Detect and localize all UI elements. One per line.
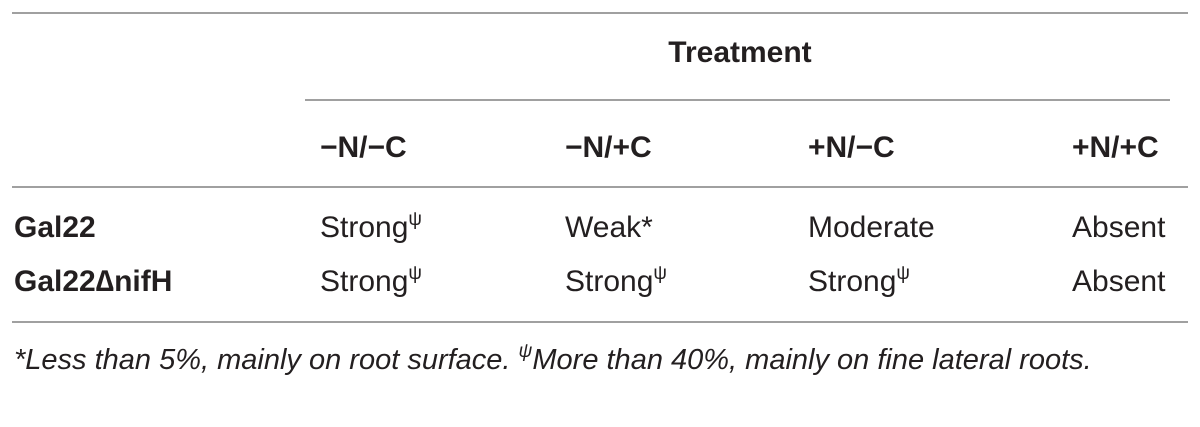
cell: Strongψ — [565, 264, 667, 300]
footnote-text: *Less than 5%, mainly on root surface. — [14, 344, 519, 376]
column-header: +N/+C — [1072, 131, 1159, 164]
spanner-header: Treatment — [668, 36, 812, 69]
cell-sup: ψ — [408, 263, 422, 284]
cell-sup: ψ — [653, 263, 667, 284]
cell: Strongψ — [320, 264, 422, 300]
cell-text: Absent — [1072, 265, 1166, 298]
cell-text: Strong — [808, 265, 897, 298]
cell-text: Strong — [565, 265, 654, 298]
cell-text: Weak* — [565, 211, 653, 244]
footnote: *Less than 5%, mainly on root surface. ψ… — [14, 340, 1186, 381]
cell-text: Strong — [320, 265, 409, 298]
column-header: +N/−C — [808, 131, 895, 164]
cell-text: Moderate — [808, 211, 935, 244]
cell-text: Strong — [320, 211, 409, 244]
footnote-text: More than 40%, mainly on fine lateral ro… — [532, 344, 1092, 376]
header-rule — [12, 186, 1188, 188]
cell-sup: ψ — [896, 263, 910, 284]
bottom-rule — [12, 321, 1188, 323]
top-rule — [12, 12, 1188, 14]
column-header: −N/−C — [320, 131, 407, 164]
cell: Strongψ — [320, 210, 422, 246]
cell: Moderate — [808, 210, 935, 246]
column-header: −N/+C — [565, 131, 652, 164]
row-label: Gal22 — [14, 211, 96, 244]
cell: Absent — [1072, 210, 1165, 246]
cell-sup: ψ — [408, 209, 422, 230]
spanner-rule — [305, 99, 1170, 101]
row-label: Gal22∆nifH — [14, 265, 173, 298]
cell-text: Absent — [1072, 211, 1166, 244]
cell: Strongψ — [808, 264, 910, 300]
cell: Absent — [1072, 264, 1165, 300]
cell: Weak* — [565, 210, 653, 246]
footnote-sup: ψ — [518, 341, 533, 362]
